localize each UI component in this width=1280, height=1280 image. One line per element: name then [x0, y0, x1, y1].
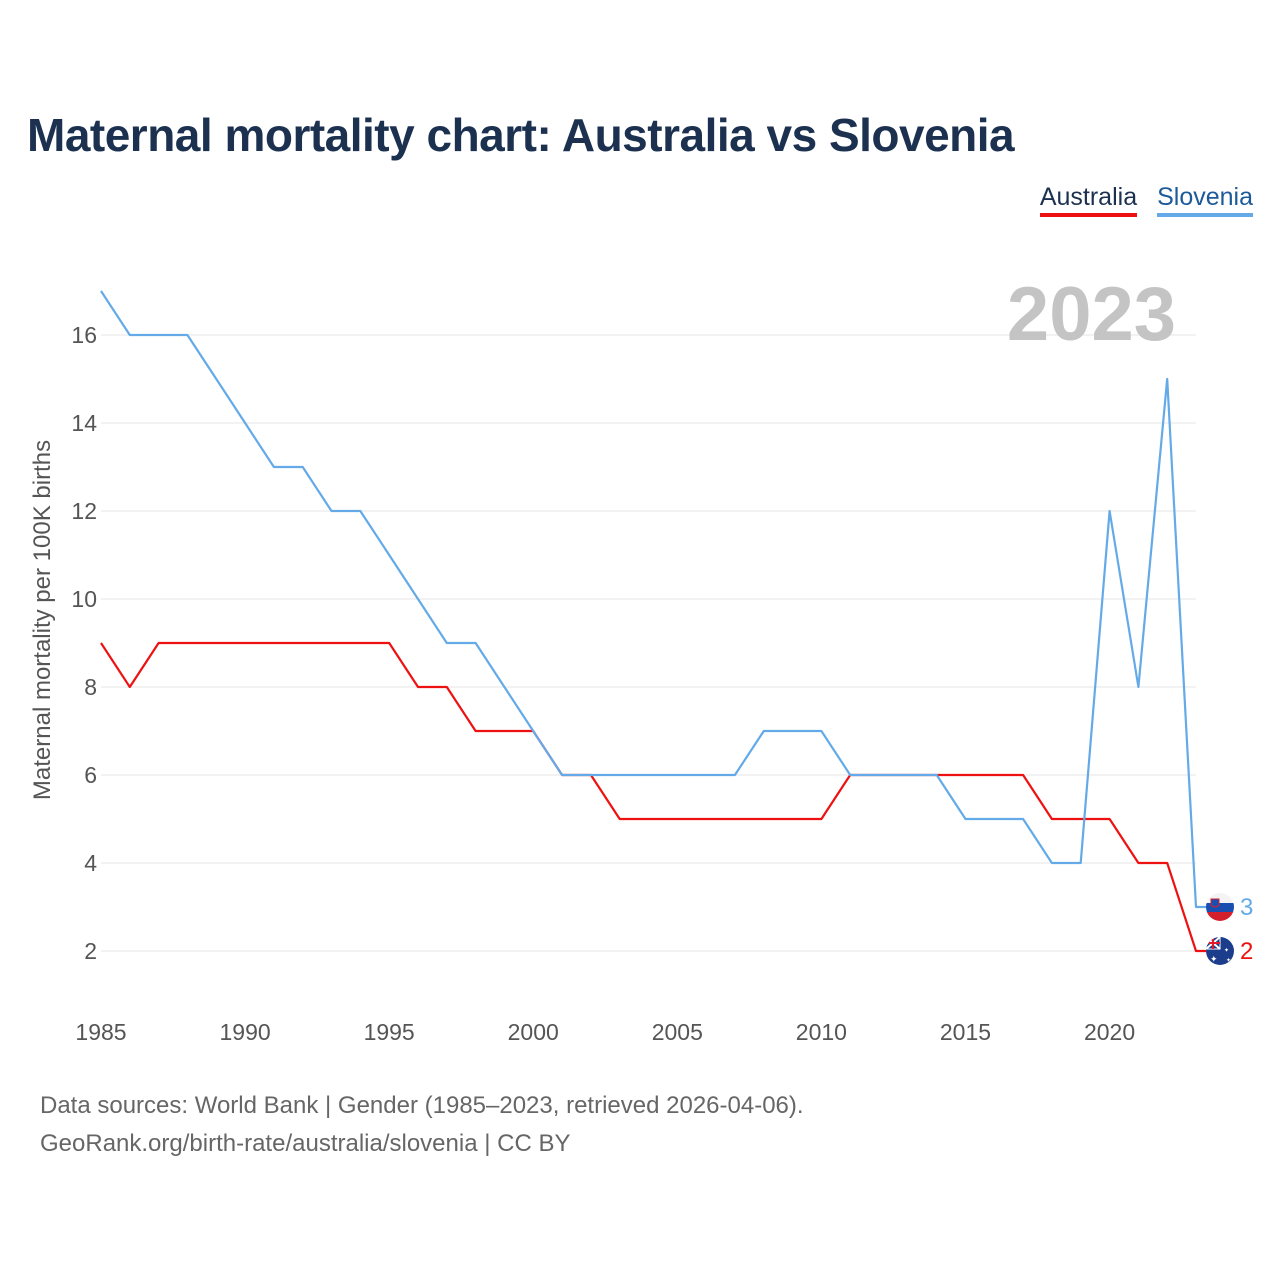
series-line-australia[interactable]	[100, 641, 1206, 953]
x-axis-ticks: 1985 1990 1995 2000 2005 2010 2015 2020	[75, 1019, 1135, 1045]
svg-text:✦: ✦	[1226, 957, 1231, 964]
x-tick-label: 2020	[1084, 1019, 1135, 1045]
y-tick-label: 2	[84, 938, 97, 964]
x-tick-label: 1990	[219, 1019, 270, 1045]
y-tick-label: 16	[71, 322, 97, 348]
x-tick-label: 1995	[364, 1019, 415, 1045]
y-tick-label: 4	[84, 850, 97, 876]
australia-flag-icon: ✦ ✦ ✦	[1206, 937, 1234, 965]
y-axis-title: Maternal mortality per 100K births	[29, 440, 56, 800]
y-axis-ticks: 2 4 6 8 10 12 14 16	[71, 322, 97, 964]
source-url-text[interactable]: GeoRank.org/birth-rate/australia/sloveni…	[40, 1130, 571, 1157]
svg-text:✦: ✦	[1224, 947, 1229, 954]
x-tick-label: 2000	[508, 1019, 559, 1045]
slovenia-end-value: 3	[1240, 894, 1253, 921]
y-tick-label: 14	[71, 410, 97, 436]
svg-text:✦: ✦	[1210, 954, 1218, 964]
x-tick-label: 2010	[796, 1019, 847, 1045]
legend-item-australia[interactable]: Australia	[1039, 183, 1138, 217]
series-line-slovenia[interactable]	[100, 290, 1206, 909]
x-tick-label: 2005	[652, 1019, 703, 1045]
legend: Australia Slovenia	[1039, 183, 1253, 217]
current-year-label: 2023	[1007, 272, 1176, 357]
slovenia-flag-icon	[1206, 893, 1234, 921]
x-tick-label: 2015	[940, 1019, 991, 1045]
chart-title: Maternal mortality chart: Australia vs S…	[27, 109, 1015, 161]
series-lines	[100, 290, 1206, 953]
y-tick-label: 8	[84, 674, 97, 700]
legend-item-slovenia[interactable]: Slovenia	[1157, 183, 1253, 217]
y-tick-label: 6	[84, 762, 97, 788]
y-tick-label: 10	[71, 586, 97, 612]
footer: Data sources: World Bank | Gender (1985–…	[40, 1087, 804, 1163]
line-chart: 2 4 6 8 10 12 14 16 1985 1990 1995 2000 2005 2010 201…	[29, 272, 1253, 1045]
x-tick-label: 1985	[75, 1019, 126, 1045]
data-source-text: Data sources: World Bank | Gender (1985–…	[40, 1092, 804, 1119]
australia-end-value: 2	[1240, 938, 1253, 965]
y-tick-label: 12	[71, 498, 97, 524]
